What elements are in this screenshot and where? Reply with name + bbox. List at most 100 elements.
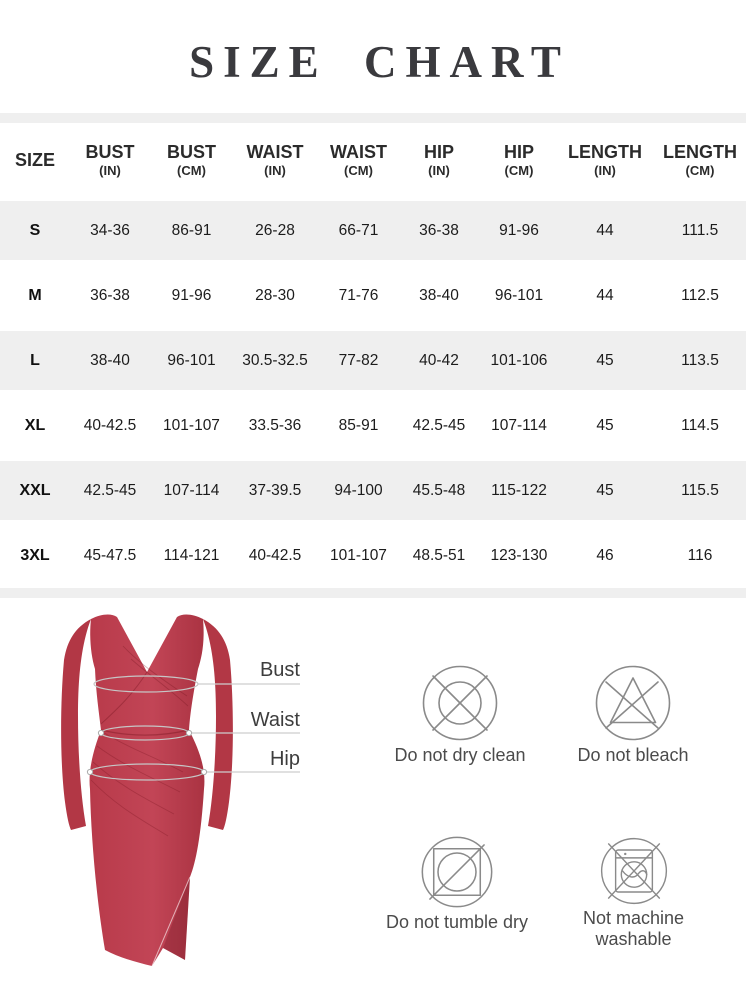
table-cell: 96-101 xyxy=(167,351,216,369)
column-header-waist-cm: WAIST (CM) xyxy=(317,142,400,178)
table-cell-size: M xyxy=(28,286,42,304)
table-cell: 114.5 xyxy=(681,416,719,434)
hip-label: Hip xyxy=(269,748,300,770)
table-cell: 101-107 xyxy=(330,546,387,564)
measurement-lines xyxy=(86,675,300,781)
table-cell: 86-91 xyxy=(171,221,212,239)
column-header-main: BUST xyxy=(167,142,216,163)
table-row-s: S 34-36 86-91 26-28 66-71 36-38 91-96 44… xyxy=(0,198,746,263)
table-cell: 33.5-36 xyxy=(248,416,302,434)
table-cell: 28-30 xyxy=(255,286,295,304)
table-cell-size: XXL xyxy=(19,481,51,499)
table-row-xl: XL 40-42.5 101-107 33.5-36 85-91 42.5-45… xyxy=(0,393,746,458)
table-cell: 30.5-32.5 xyxy=(242,351,308,369)
table-cell: 112.5 xyxy=(681,286,719,304)
table-cell: 66-71 xyxy=(338,221,379,239)
table-cell: 38-40 xyxy=(90,351,130,369)
table-cell: 45.5-48 xyxy=(412,481,466,499)
column-header-hip-in: HIP (IN) xyxy=(400,142,478,178)
column-header-waist-in: WAIST (IN) xyxy=(233,142,317,178)
column-header-length-cm: LENGTH (CM) xyxy=(650,142,750,178)
table-cell: 38-40 xyxy=(419,286,459,304)
table-cell: 91-96 xyxy=(171,286,212,304)
table-cell: 101-107 xyxy=(163,416,220,434)
table-cell: 44 xyxy=(596,286,614,304)
table-cell: 45 xyxy=(596,351,614,369)
care-label: Do not tumble dry xyxy=(385,912,529,932)
table-cell: 45 xyxy=(596,481,614,499)
table-cell: 45-47.5 xyxy=(83,546,137,564)
column-header-main: WAIST xyxy=(246,142,304,163)
column-header-main: LENGTH xyxy=(568,142,642,163)
column-header-main: WAIST xyxy=(330,142,387,163)
table-row-3xl: 3XL 45-47.5 114-121 40-42.5 101-107 48.5… xyxy=(0,523,746,588)
table-cell: 91-96 xyxy=(499,221,539,239)
table-cell-size: 3XL xyxy=(20,546,50,564)
column-header-main: BUST xyxy=(85,142,135,163)
page-title: SIZE CHART xyxy=(189,37,570,87)
table-cell: 101-106 xyxy=(490,351,548,369)
care-label: Not machine washable xyxy=(582,908,685,949)
table-cell: 40-42.5 xyxy=(248,546,302,564)
column-header-length-in: LENGTH (IN) xyxy=(560,142,650,178)
table-row-m: M 36-38 91-96 28-30 71-76 38-40 96-101 4… xyxy=(0,263,746,328)
table-cell: 42.5-45 xyxy=(83,481,137,499)
column-header-main: HIP xyxy=(423,142,454,163)
table-cell: 36-38 xyxy=(90,286,130,304)
column-header-bust-in: BUST (IN) xyxy=(70,142,150,178)
table-cell: 115-122 xyxy=(491,481,547,499)
table-row-l: L 38-40 96-101 30.5-32.5 77-82 40-42 101… xyxy=(0,328,746,393)
table-cell: 71-76 xyxy=(338,286,379,304)
table-cell: 44 xyxy=(596,221,614,239)
care-item-do-not-tumble-dry: Do not tumble dry xyxy=(367,834,547,933)
care-item-do-not-bleach: Do not bleach xyxy=(548,663,718,766)
dress-sleeve-left xyxy=(61,619,91,830)
column-header-hip-cm: HIP (CM) xyxy=(478,142,560,178)
column-header-sub: (IN) xyxy=(428,163,450,179)
dress-illustration xyxy=(61,614,300,967)
table-cell: 36-38 xyxy=(419,221,459,239)
waist-label: Waist xyxy=(250,709,300,731)
column-header-sub: (IN) xyxy=(99,163,121,179)
table-cell: 40-42 xyxy=(419,351,459,369)
table-top-stripe xyxy=(0,113,746,123)
care-label: Do not bleach xyxy=(577,745,689,765)
column-header-sub: (CM) xyxy=(177,163,206,179)
table-cell: 111.5 xyxy=(681,221,719,239)
table-cell: 37-39.5 xyxy=(248,481,302,499)
dress-body xyxy=(89,614,205,966)
do-not-dry-clean-icon xyxy=(422,665,498,741)
care-item-do-not-dry-clean: Do not dry clean xyxy=(375,663,545,766)
table-cell: 94-100 xyxy=(334,481,383,499)
table-cell: 77-82 xyxy=(338,351,379,369)
table-cell: 46 xyxy=(596,546,614,564)
column-header-sub: (CM) xyxy=(685,163,715,179)
table-cell-size: L xyxy=(30,351,40,369)
table-row-xxl: XXL 42.5-45 107-114 37-39.5 94-100 45.5-… xyxy=(0,458,746,523)
column-header-size: SIZE xyxy=(0,150,70,171)
column-header-main: LENGTH xyxy=(663,142,737,163)
not-machine-washable-icon xyxy=(600,837,667,905)
column-header-sub: (IN) xyxy=(264,163,286,179)
table-cell-size: S xyxy=(29,221,41,239)
table-header-row: SIZE BUST (IN) BUST (CM) WAIST (IN) WAIS… xyxy=(0,123,750,198)
table-cell: 113.5 xyxy=(681,351,719,369)
table-cell: 85-91 xyxy=(338,416,379,434)
table-cell: 114-121 xyxy=(163,546,220,564)
care-item-not-machine-washable: Not machine washable xyxy=(551,836,716,949)
table-cell-size: XL xyxy=(24,416,46,434)
figure-section: Bust Waist Hip Do not dry clean Do not b… xyxy=(0,598,750,1000)
care-label: Do not dry clean xyxy=(394,745,526,765)
table-cell: 115.5 xyxy=(681,481,719,499)
table-cell: 96-101 xyxy=(494,286,544,304)
column-header-main: SIZE xyxy=(14,150,55,171)
table-cell: 107-114 xyxy=(163,481,220,499)
table-cell: 26-28 xyxy=(255,221,295,239)
table-cell: 48.5-51 xyxy=(412,546,466,564)
table-cell: 40-42.5 xyxy=(83,416,137,434)
table-bottom-stripe xyxy=(0,588,746,598)
column-header-sub: (CM) xyxy=(344,163,373,179)
table-cell: 116 xyxy=(687,546,713,564)
do-not-bleach-icon xyxy=(595,665,671,741)
column-header-sub: (CM) xyxy=(504,163,534,179)
